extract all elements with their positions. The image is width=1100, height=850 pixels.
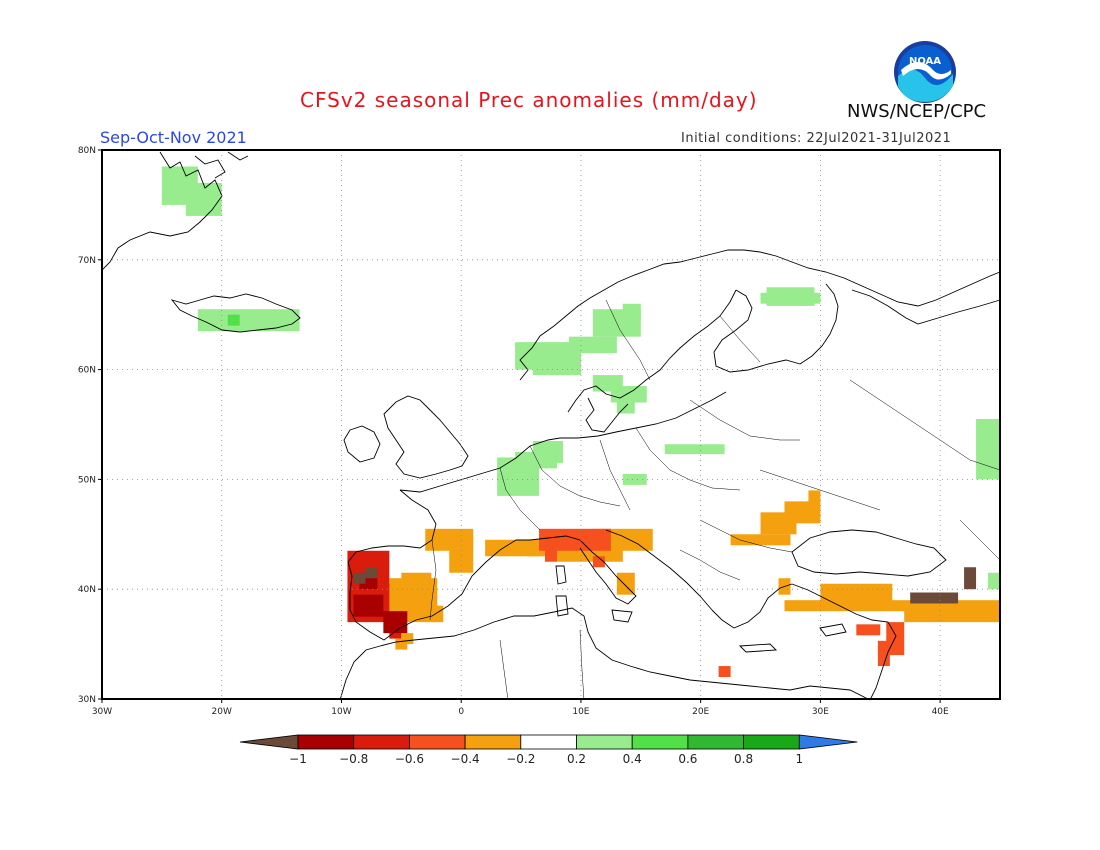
anomaly-cell [964, 567, 977, 590]
anomaly-cell [395, 638, 408, 650]
colorbar-segment [687, 734, 745, 750]
season-label: Sep-Oct-Nov 2021 [100, 128, 247, 147]
lon-label: 40E [932, 707, 949, 717]
anomaly-cell [197, 309, 300, 332]
lat-label: 50N [78, 475, 96, 485]
colorbar-segment [297, 734, 355, 750]
anomaly-cell [616, 397, 635, 414]
anomaly-cell [539, 528, 611, 551]
anomaly-cell [568, 336, 617, 354]
lon-label: 20E [692, 707, 709, 717]
anomaly-cell [353, 594, 384, 617]
lon-label: 10E [572, 707, 589, 717]
colorbar-tick-label: −0.4 [451, 752, 480, 766]
lat-label: 80N [78, 146, 96, 156]
colorbar-tick-label: −0.2 [506, 752, 535, 766]
colorbar-segment [353, 734, 410, 750]
anomaly-cell [533, 440, 563, 463]
anomaly-cell [431, 605, 444, 623]
anomaly-cell [485, 539, 540, 557]
anomaly-cell [718, 666, 731, 678]
colorbar-segment [631, 734, 689, 750]
anomaly-cell [616, 572, 635, 595]
anomaly-cell [622, 303, 641, 321]
lat-label: 30N [78, 695, 96, 705]
anomaly-cell [877, 640, 890, 667]
chart-title: CFSv2 seasonal Prec anomalies (mm/day) [300, 88, 758, 112]
anomaly-cell [227, 314, 240, 326]
lat-label: 70N [78, 256, 96, 266]
graticule [102, 150, 1000, 699]
anomaly-cell [545, 545, 557, 562]
lat-label: 40N [78, 585, 96, 595]
colorbar-tick-label: 0.2 [567, 752, 586, 766]
colorbar-high-arrow [798, 734, 858, 750]
colorbar-segment [520, 734, 577, 750]
colorbar-tick-label: 0.6 [678, 752, 697, 766]
colorbar-tick-label: 0.8 [734, 752, 753, 766]
axis-labels: 30W 20W 10W 0 10E 20E 30E 40E 30N 40N 50N 60N 70N 80N [78, 146, 949, 717]
map-frame [101, 149, 1001, 700]
anomaly-cell [533, 358, 581, 376]
anomaly-cell [592, 556, 605, 568]
colorbar-tick-label: −0.6 [395, 752, 424, 766]
agency-label: NWS/NCEP/CPC [847, 101, 987, 122]
noaa-logo: NOAA [894, 41, 956, 103]
lon-label: 10W [331, 707, 351, 717]
lon-label: 0 [458, 707, 464, 717]
anomaly-cell [820, 583, 893, 606]
initial-conditions-label: Initial conditions: 22Jul2021-31Jul2021 [681, 131, 952, 146]
anomaly-cell [760, 292, 821, 304]
colorbar: −1 −0.8 −0.6 −0.4 −0.2 0.2 0.4 0.6 0.8 1 [239, 734, 858, 766]
colorbar-tick-label: −0.8 [339, 752, 368, 766]
colorbar-tick-label: −1 [289, 752, 307, 766]
anomaly-cell [808, 490, 821, 513]
svg-text:NOAA: NOAA [909, 56, 941, 67]
anomaly-cell [622, 473, 647, 485]
anomaly-cell [383, 611, 408, 634]
anomaly-cell [976, 419, 1000, 480]
colorbar-tick-label: 0.4 [623, 752, 642, 766]
anomaly-cell [730, 534, 791, 546]
anomaly-cell [185, 182, 222, 216]
anomaly-cells [161, 166, 1000, 678]
anomaly-cell [664, 444, 725, 455]
lon-label: 30W [92, 707, 112, 717]
colorbar-segment [464, 734, 522, 750]
anomaly-cell [353, 572, 366, 584]
lat-label: 60N [78, 366, 96, 376]
colorbar-segment [408, 734, 466, 750]
anomaly-cell [856, 624, 881, 636]
lon-label: 30E [812, 707, 829, 717]
colorbar-segment [743, 734, 800, 750]
anomaly-cell [365, 567, 378, 579]
colorbar-low-arrow [239, 734, 299, 750]
anomaly-cell [401, 572, 432, 590]
colorbar-tick-label: 1 [795, 752, 803, 766]
anomaly-cell [449, 534, 474, 573]
country-borders [429, 299, 1001, 701]
colorbar-segment [576, 734, 633, 750]
anomaly-cell [910, 592, 959, 604]
coastlines [101, 151, 1001, 701]
lon-label: 20W [212, 707, 232, 717]
anomaly-cell [988, 572, 1000, 590]
